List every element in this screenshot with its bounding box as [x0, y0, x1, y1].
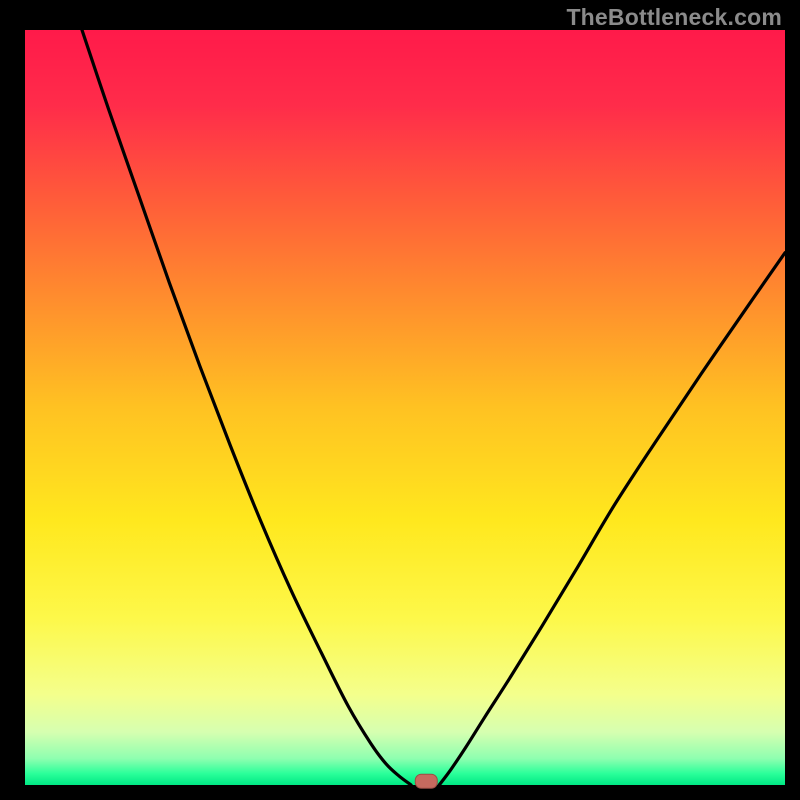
chart-frame: TheBottleneck.com [0, 0, 800, 800]
bottleneck-chart [0, 0, 800, 800]
plot-background [25, 30, 785, 785]
optimal-marker [415, 774, 437, 788]
watermark-text: TheBottleneck.com [566, 4, 782, 31]
